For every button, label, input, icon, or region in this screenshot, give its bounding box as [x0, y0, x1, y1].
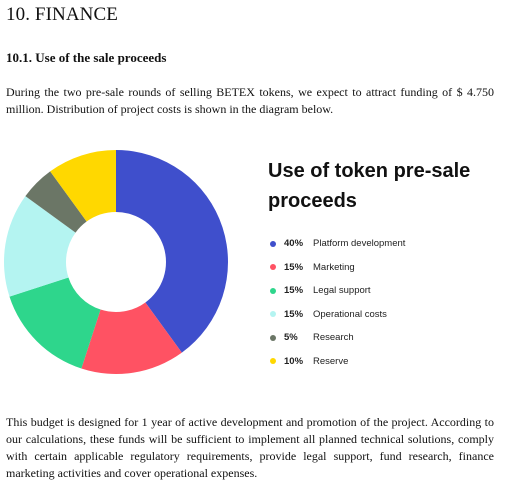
legend-percentage: 15% [284, 261, 304, 273]
legend-percentage: 5% [284, 332, 298, 344]
slice-research [25, 171, 87, 233]
legend-dot [270, 240, 276, 247]
legend-percentage: 10% [284, 355, 304, 367]
slice-legal-support [9, 277, 101, 369]
budget-paragraph: This budget is designed for 1 year of ac… [6, 415, 494, 480]
legend-label: Operational costs [313, 308, 387, 320]
legend-label: Reserve [313, 355, 349, 367]
legend-item: 5% Research [270, 326, 405, 350]
legend-percentage: 40% [284, 238, 304, 250]
legend-percentage: 15% [284, 285, 304, 297]
legend-label: Legal support [313, 285, 371, 297]
legend-label: Marketing [313, 261, 355, 273]
chart-legend: 40% Platform development 15% Marketing 15% Le… [270, 232, 405, 373]
legend-item: 40% Platform development [270, 232, 405, 256]
proceeds-chart: Use of token pre-sale proceeds 40% Platfo… [0, 146, 511, 382]
legend-item: 15% Legal support [270, 279, 405, 303]
legend-item: 15% Marketing [270, 256, 405, 280]
section-title: 10. FINANCE [6, 4, 118, 25]
legend-dot [270, 358, 276, 365]
legend-item: 15% Operational costs [270, 303, 405, 327]
legend-item: 10% Reserve [270, 350, 405, 374]
legend-label: Research [313, 332, 354, 344]
legend-percentage: 15% [284, 308, 304, 320]
legend-dot [270, 287, 276, 294]
slice-reserve [50, 150, 116, 222]
legend-dot [270, 311, 276, 318]
slice-platform-development [116, 150, 229, 353]
slice-marketing [81, 302, 182, 374]
legend-dot [270, 264, 276, 271]
donut-chart [4, 150, 229, 374]
chart-title: Use of token pre-sale proceeds [268, 160, 471, 212]
legend-label: Platform development [313, 238, 406, 250]
legend-dot [270, 334, 276, 341]
slice-operational-costs [4, 196, 76, 297]
intro-paragraph: During the two pre-sale rounds of sellin… [6, 85, 494, 116]
subsection-title: 10.1. Use of the sale proceeds [6, 50, 167, 65]
